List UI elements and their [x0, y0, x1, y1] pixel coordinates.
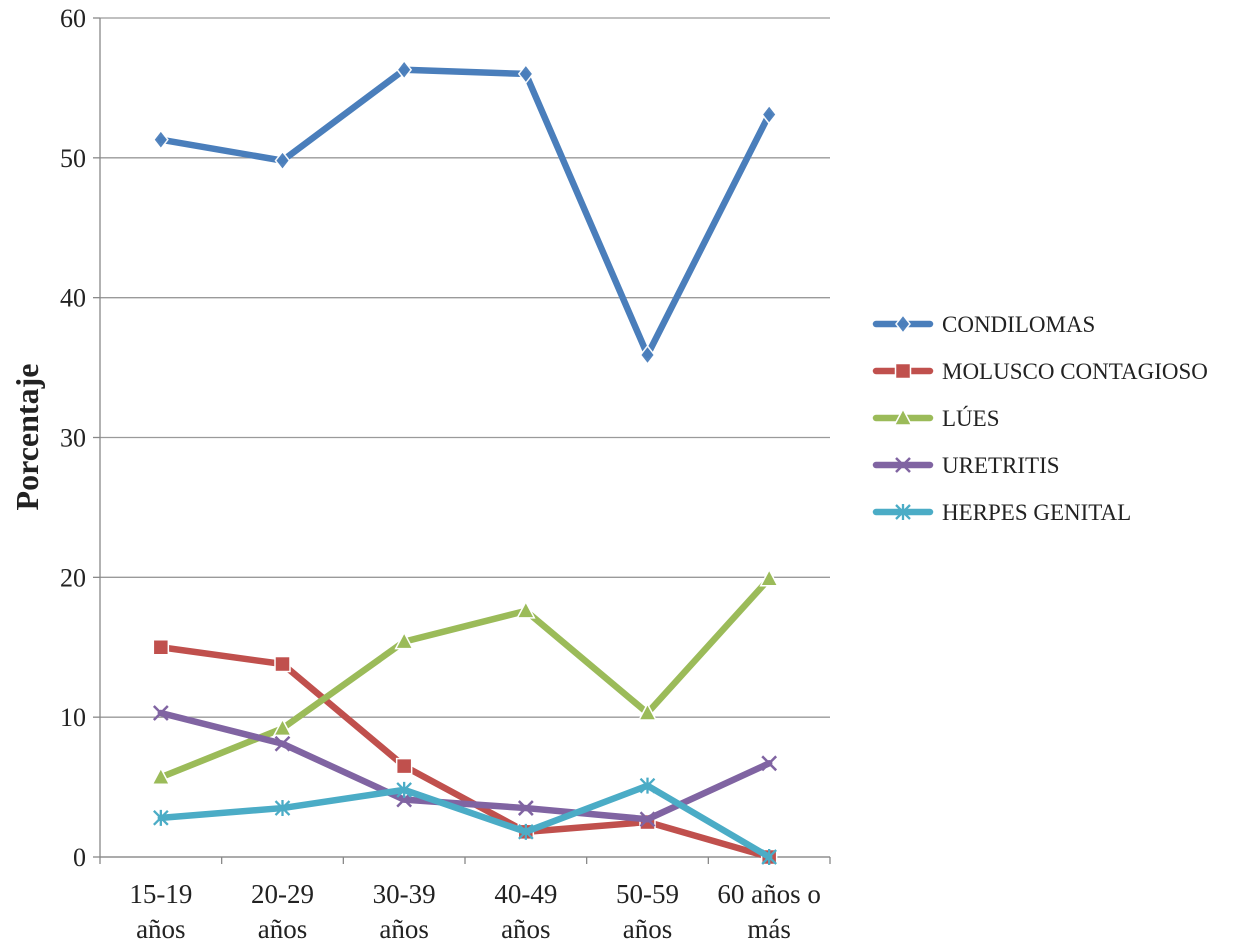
data-point [152, 639, 170, 656]
legend-label: CONDILOMAS [942, 312, 1095, 337]
data-point [761, 755, 778, 772]
data-point [396, 59, 413, 80]
x-tick-label: 15-19 años [129, 879, 192, 944]
data-point [637, 702, 658, 721]
legend-marker [895, 504, 911, 520]
y-tick-label: 0 [73, 843, 86, 872]
y-axis-label: Porcentaje [9, 364, 45, 511]
data-point [761, 849, 777, 865]
gridlines [100, 17, 830, 858]
x-tick-label: 40-49 años [494, 879, 557, 944]
y-tick-label: 50 [60, 144, 86, 173]
data-point [639, 344, 656, 366]
data-point [274, 800, 291, 817]
series-line [157, 66, 773, 359]
data-point [518, 823, 534, 840]
series-line [157, 575, 773, 781]
legend-item: URETRITIS [872, 453, 1060, 478]
data-point [152, 129, 169, 150]
data-point [396, 781, 412, 798]
series-line [157, 709, 773, 823]
x-tick-label: 60 años o más [717, 879, 821, 944]
legend-label: URETRITIS [942, 453, 1060, 478]
series-line [157, 644, 773, 861]
y-tick-label: 40 [60, 284, 86, 313]
data-point [517, 800, 534, 816]
data-point [759, 568, 779, 587]
x-tick-label: 30-39 años [373, 879, 436, 944]
data-point [761, 104, 778, 125]
data-point [274, 655, 291, 673]
legend-label: HERPES GENITAL [942, 500, 1131, 525]
legend-marker [893, 407, 913, 426]
y-tick-label: 20 [60, 563, 86, 592]
data-point [272, 717, 293, 737]
series-line [157, 782, 773, 861]
data-point [274, 150, 291, 171]
y-tick-label: 30 [60, 424, 86, 453]
series-l-es [151, 568, 779, 786]
x-tick-label: 50-59 años [616, 879, 679, 944]
legend-item: CONDILOMAS [872, 312, 1095, 337]
data-point [517, 63, 534, 85]
legend-marker [895, 457, 911, 473]
data-point [516, 600, 536, 619]
y-tick-label: 10 [60, 703, 86, 732]
series-herpes-genital [153, 777, 777, 865]
axes: 0 10 20 30 40 50 60 15-19 años 20-29 años 30-39 años… [60, 4, 831, 944]
series-condilomas [152, 59, 778, 366]
data-point [639, 777, 656, 794]
data-point [153, 809, 169, 826]
data-point [274, 735, 291, 752]
legend-label: MOLUSCO CONTAGIOSO [942, 359, 1208, 384]
legend-label: LÚES [942, 405, 1000, 431]
series-uretritis [152, 705, 778, 828]
series-group [151, 59, 779, 866]
legend-item: LÚES [872, 405, 1000, 431]
data-point [152, 705, 169, 721]
legend: CONDILOMAS MOLUSCO CONTAGIOSO LÚES URETRITI… [872, 312, 1208, 525]
data-point [151, 766, 171, 786]
legend-marker [895, 313, 911, 335]
y-tick-label: 60 [60, 4, 86, 33]
legend-item: HERPES GENITAL [872, 500, 1131, 525]
legend-marker [894, 362, 912, 380]
x-tick-label: 20-29 años [251, 879, 314, 944]
legend-item: MOLUSCO CONTAGIOSO [872, 359, 1208, 384]
data-point [395, 757, 413, 775]
data-point [639, 811, 656, 828]
data-point [394, 631, 414, 650]
